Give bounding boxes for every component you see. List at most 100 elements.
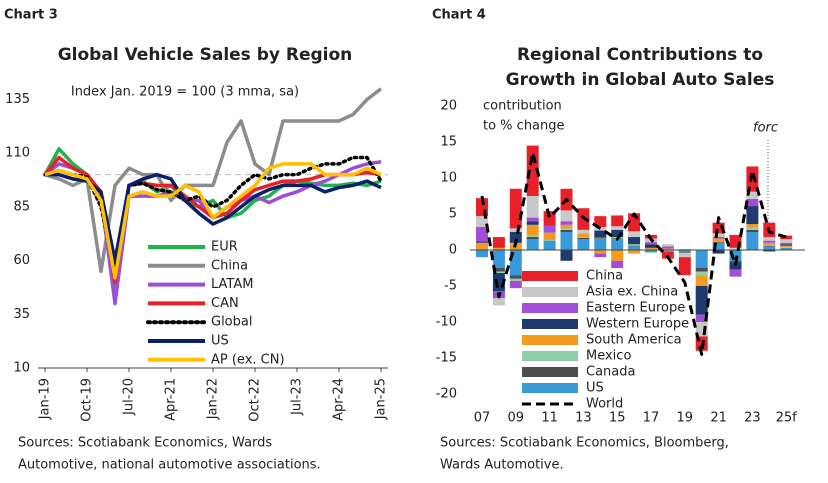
x-tick-label: Oct-22 — [248, 378, 263, 422]
bar-segment — [678, 250, 691, 253]
bar-segment — [763, 246, 776, 250]
bar-segment — [611, 226, 624, 230]
bar-segment — [678, 252, 691, 254]
series-line — [44, 162, 382, 280]
x-tick-label: 13 — [575, 411, 592, 426]
x-tick-label: Jan-25 — [374, 378, 389, 420]
bar-segment — [560, 224, 573, 229]
bar-segment — [746, 198, 759, 207]
bar-segment — [492, 298, 505, 306]
y-tick-label: 35 — [13, 307, 30, 322]
legend-label: US — [586, 381, 604, 396]
bar-segment — [594, 239, 607, 250]
bar-segment — [661, 248, 674, 250]
bar-segment — [594, 216, 607, 227]
y-tick-label: 60 — [13, 253, 30, 268]
bar-segment — [560, 229, 573, 232]
y-tick-label: 0 — [449, 243, 457, 258]
bar-segment — [763, 244, 776, 246]
bar-segment — [780, 242, 793, 245]
chart-title: Growth in Global Auto Sales — [506, 70, 775, 90]
bar-segment — [695, 268, 708, 272]
bar-segment — [526, 217, 539, 222]
series-line — [480, 151, 787, 356]
bar-segment — [780, 244, 793, 246]
bar-segment — [645, 247, 657, 250]
bar-segment — [560, 250, 573, 261]
bar-segment — [577, 229, 590, 234]
y-tick-label: 20 — [440, 99, 457, 114]
legend-label: Asia ex. China — [586, 285, 678, 300]
bar-segment — [645, 252, 657, 253]
legend-label: Western Europe — [586, 317, 689, 332]
legend-label: Canada — [586, 365, 635, 380]
bar-segment — [560, 228, 573, 230]
bar-segment — [780, 247, 793, 248]
bar-segment — [695, 286, 708, 315]
bar-segment — [712, 238, 725, 243]
bar-segment — [763, 242, 776, 245]
x-tick-label: Jan-19 — [38, 378, 53, 420]
bar-segment — [611, 239, 624, 250]
bar-segment — [594, 238, 607, 240]
bar-segment — [543, 232, 556, 240]
bar-segment — [661, 250, 674, 252]
bar-segment — [526, 221, 539, 225]
legend-label: World — [586, 397, 623, 412]
bar-segment — [645, 244, 657, 248]
bar-segment — [746, 229, 759, 232]
bar-segment — [492, 250, 505, 268]
y-tick-label: 85 — [13, 199, 30, 214]
bar-segment — [526, 239, 539, 250]
bar-segment — [560, 221, 573, 225]
series-line — [45, 172, 382, 263]
bar-segment — [712, 242, 725, 243]
legend-label: China — [211, 258, 248, 273]
bar-segment — [509, 188, 522, 229]
bar-segment — [594, 250, 607, 254]
bar-segment — [780, 245, 793, 248]
bar-segment — [543, 211, 556, 226]
y-tick-label: 135 — [5, 92, 30, 107]
legend-swatch — [522, 335, 578, 345]
legend-label: Global — [211, 315, 252, 330]
bar-segment — [611, 260, 624, 268]
x-tick-label: Oct-19 — [80, 378, 95, 422]
bar-segment — [780, 247, 793, 250]
bar-segment — [611, 215, 624, 227]
source: Automotive, national automotive associat… — [18, 458, 321, 473]
bar-segment — [492, 247, 505, 250]
legend-label: LATAM — [211, 277, 253, 292]
chart-title: Global Vehicle Sales by Region — [58, 45, 353, 65]
chart-label: Chart 4 — [432, 8, 486, 23]
bar-segment — [492, 237, 505, 248]
bar-segment — [763, 245, 776, 247]
bar-segment — [594, 253, 607, 258]
bar-segment — [746, 191, 759, 199]
bar-segment — [577, 233, 590, 238]
bar-segment — [780, 239, 793, 243]
x-tick-label: 25f — [776, 411, 798, 426]
bar-segment — [476, 216, 488, 227]
legend-label: US — [211, 334, 229, 349]
bar-segment — [712, 237, 725, 239]
bar-segment — [526, 237, 539, 240]
bar-segment — [628, 231, 641, 238]
x-tick-label: Jul-20 — [122, 378, 137, 416]
source: Sources: Scotiabank Economics, Wards — [18, 436, 272, 451]
bar-segment — [780, 235, 793, 240]
legend-label: Mexico — [586, 349, 631, 364]
legend-swatch — [522, 303, 578, 313]
y-tick-label: -15 — [436, 351, 457, 366]
y-tick-label: -20 — [436, 387, 457, 402]
bar-segment — [560, 210, 573, 222]
x-tick-label: Apr-24 — [332, 378, 347, 421]
bar-segment — [678, 253, 691, 258]
legend-label: China — [586, 269, 623, 284]
x-tick-label: 11 — [541, 411, 558, 426]
y-tick-label: 110 — [5, 146, 30, 161]
bar-segment — [678, 257, 691, 276]
bar-segment — [661, 244, 674, 247]
forecast-label: forc — [753, 121, 778, 136]
